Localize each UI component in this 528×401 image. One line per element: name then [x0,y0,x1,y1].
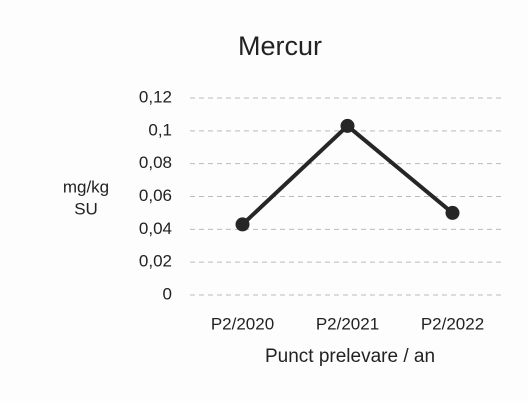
x-tick-label: P2/2022 [421,314,484,333]
x-tick-label: P2/2020 [211,314,274,333]
y-tick-label: 0,1 [148,120,172,139]
y-tick-label: 0,08 [139,153,172,172]
marker [235,217,250,232]
y-tick-label: 0,06 [139,186,172,205]
chart-title: Mercur [238,31,322,61]
y-axis-label: mg/kg [63,177,109,196]
y-tick-label: 0,12 [139,87,172,106]
y-tick-label: 0,02 [139,252,172,271]
x-tick-label: P2/2021 [316,314,379,333]
y-tick-label: 0,04 [139,219,172,238]
y-tick-label: 0 [163,284,172,303]
marker [445,205,460,220]
marker [340,118,355,133]
x-axis-label: Punct prelevare / an [265,346,435,367]
y-axis-label: SU [74,199,98,218]
